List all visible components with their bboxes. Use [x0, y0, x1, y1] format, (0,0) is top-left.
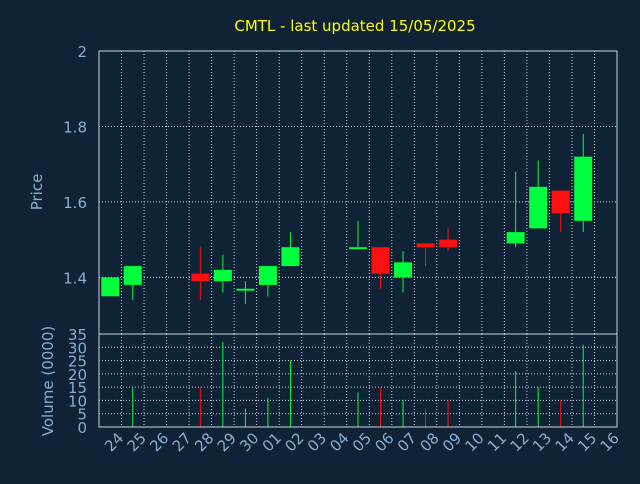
- volume-tick-label: 5: [77, 406, 87, 424]
- candle-body: [349, 247, 367, 250]
- x-ticks: 2425262728293001020304050607080910111213…: [101, 429, 623, 455]
- x-axis-label: Day: [334, 459, 362, 475]
- candle-body: [123, 266, 142, 285]
- candle-body: [258, 266, 277, 285]
- price-axis-label: Price: [28, 174, 46, 211]
- candle-body: [439, 239, 458, 248]
- volume-tick-label: 20: [68, 366, 87, 384]
- volume-tick-label: 25: [68, 353, 87, 371]
- volume-axis-label: Volume (0000): [39, 326, 57, 436]
- volume-panel-frame: [98, 333, 618, 428]
- candle-body: [416, 243, 435, 248]
- candle-body: [371, 247, 390, 274]
- volume-tick-label: 35: [68, 326, 87, 344]
- price-grid: [99, 50, 617, 334]
- price-tick-label: 1.6: [63, 194, 87, 212]
- candle-body: [529, 186, 548, 229]
- volume-tick-label: 10: [68, 392, 87, 410]
- price-tick-label: 2: [77, 43, 87, 61]
- volume-tick-label: 15: [68, 379, 87, 397]
- candle-body: [394, 262, 413, 278]
- candles: [101, 134, 593, 304]
- volume-bars: [132, 341, 584, 427]
- candle-body: [191, 273, 210, 282]
- candle-body: [213, 269, 232, 282]
- candle-body: [101, 277, 120, 297]
- chart-title: CMTL - last updated 15/05/2025: [234, 17, 475, 35]
- candle-body: [506, 232, 525, 244]
- volume-tick-label: 30: [68, 339, 87, 357]
- candle-body: [236, 288, 255, 291]
- candle-body: [551, 190, 570, 214]
- candle-body: [574, 156, 593, 221]
- volume-tick-label: 0: [77, 419, 87, 437]
- price-tick-label: 1.4: [63, 269, 87, 287]
- price-y-ticks: 2 1.8 1.6 1.4: [63, 43, 87, 287]
- price-tick-label: 1.8: [63, 118, 87, 136]
- candle-body: [281, 247, 300, 267]
